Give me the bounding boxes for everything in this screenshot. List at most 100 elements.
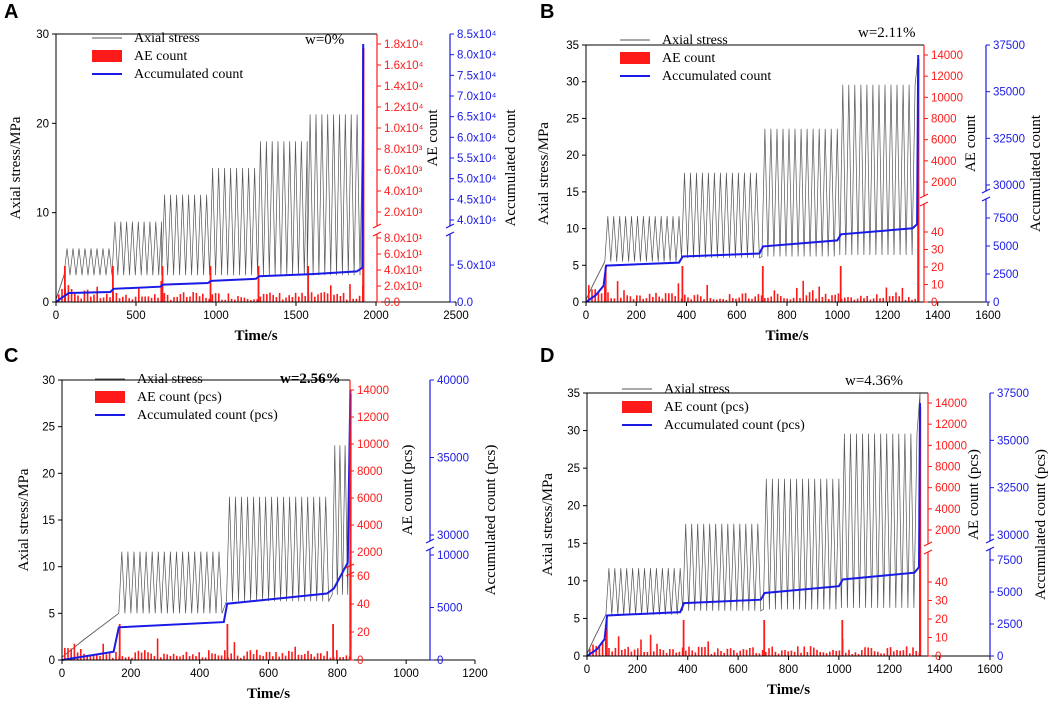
chart-panel-d: D0 200 400 600 800 1000 1200 1400 1600Time/s0510… [540, 345, 1049, 698]
y-tick-label: 15 [42, 515, 55, 527]
y-tick-label: 30 [36, 29, 49, 41]
ae-bar [760, 295, 763, 302]
ae-spike [763, 620, 766, 656]
legend-label: AE count (pcs) [137, 390, 222, 405]
acc-tick-label: 30000 [993, 180, 1025, 192]
ae-bar [150, 653, 152, 660]
ae-break-mark [923, 541, 933, 547]
ae-bar [627, 646, 629, 656]
ae-bar [259, 655, 261, 660]
y-tick-label: 20 [36, 118, 49, 130]
ae-tick-label: 4.0x10¹ [384, 265, 423, 277]
y-tick-label: 5 [49, 608, 55, 620]
panel-label: A [4, 1, 18, 23]
ae-bar [808, 292, 811, 302]
ae-bar [243, 297, 246, 302]
acc-tick-label: 37500 [993, 40, 1025, 52]
ae-bar [672, 649, 674, 656]
stress-series [605, 392, 921, 615]
ae-bar [659, 649, 661, 656]
x-tick-label: 400 [677, 310, 696, 322]
ae-bar [668, 293, 670, 302]
ae-tick-label: 1.8x10⁴ [384, 39, 424, 51]
ae-bar [848, 649, 850, 656]
ae-bar [288, 295, 290, 302]
ae-tick-label: 6.0x10³ [384, 165, 423, 177]
ae-bar [853, 299, 856, 302]
ae-bar [198, 652, 200, 660]
ae-break-mark [372, 223, 382, 229]
legend-label: Accumulated count (pcs) [664, 418, 805, 433]
acc-tick-label: 5.0x10³ [457, 260, 496, 272]
ae-bar [899, 650, 901, 656]
ae-bar [163, 653, 165, 660]
ae-bar [866, 295, 868, 302]
ae-bar [656, 643, 658, 656]
ae-bar [768, 648, 770, 656]
legend-label: Accumulated count [662, 69, 771, 84]
ae-bar [821, 297, 824, 302]
acc-break-mark [425, 538, 435, 544]
ae-tick-label: 14000 [935, 398, 967, 410]
ae-bar [713, 652, 716, 656]
ae-tick-label: 1.0x10⁴ [384, 123, 424, 135]
ae-bar [614, 647, 617, 656]
ae-bar [800, 652, 802, 656]
ae-bar [624, 648, 626, 656]
ae-bar [776, 293, 779, 302]
ae-bar [677, 283, 680, 302]
ae-bar [236, 655, 239, 660]
ae-bar [716, 299, 718, 302]
ae-bar [131, 299, 134, 302]
legend-swatch-ae [95, 391, 125, 403]
acc-tick-label: 0.0 [457, 297, 473, 309]
ae-bar [185, 651, 188, 660]
ae-bar [789, 299, 792, 302]
ae-bar [198, 296, 201, 302]
ae-bar [904, 299, 907, 302]
legend: Axial stress AE count (pcs) Accumulated co… [95, 372, 278, 423]
ae-bar [844, 297, 846, 302]
ae-bar [90, 296, 92, 302]
ae-bar [252, 654, 255, 660]
ae-bar [92, 654, 95, 660]
ae-bar [774, 651, 777, 656]
ae-bar [323, 292, 326, 302]
legend-swatch-ae [622, 401, 652, 413]
ae-bar [105, 654, 108, 660]
acc-break-mark [981, 196, 991, 202]
ae-bar [697, 646, 700, 656]
ae-bar [298, 296, 300, 302]
ae-bar [653, 651, 655, 656]
ae-spike [681, 266, 684, 302]
ae-bar [282, 299, 284, 302]
ae-bar [144, 650, 146, 660]
ae-bar [704, 647, 706, 656]
stress-ramp [55, 275, 65, 300]
ae-bar [294, 292, 297, 302]
ae-spike [209, 266, 212, 302]
ae-bar [600, 293, 603, 302]
ae-bar [819, 651, 821, 656]
ae-bar [796, 287, 798, 302]
x-tick-label: 400 [678, 664, 697, 676]
ae-bar [783, 298, 785, 302]
ae-bar [764, 298, 766, 302]
acc-tick-label: 5000 [437, 603, 463, 615]
ae-bar [851, 654, 853, 656]
ae-bar [655, 292, 657, 302]
ae-bar [358, 295, 361, 302]
ae-bar [646, 652, 649, 656]
ae-bar [613, 298, 616, 302]
ae-bar [272, 656, 274, 660]
y-tick-label: 10 [36, 208, 49, 220]
ae-bar [176, 296, 178, 302]
ae-bar [134, 652, 136, 660]
y-tick-label: 15 [567, 538, 580, 550]
ae-spike [257, 266, 260, 302]
ae-tick-label: 60 [357, 571, 370, 583]
ae-tick-label: 12000 [357, 412, 389, 424]
ae-bar [316, 653, 319, 660]
y-axis-title: Axial stress/MPa [8, 116, 24, 219]
ae-bar [736, 652, 738, 656]
